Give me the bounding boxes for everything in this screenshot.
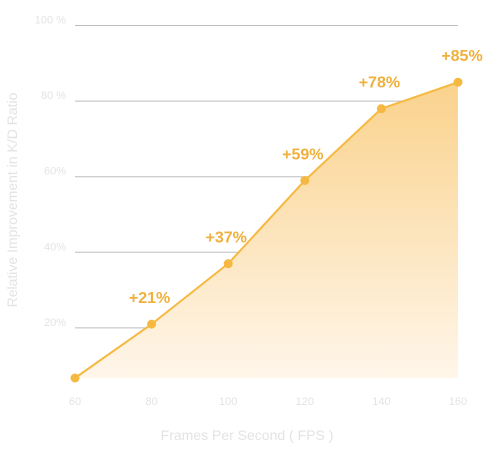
y-tick-labels: 20% 40% 60% 80 % 100 % [35, 15, 66, 329]
x-tick-label: 80 [145, 396, 157, 408]
data-labels: +21% +37% +59% +78% +85% [129, 48, 483, 307]
x-tick-label: 120 [296, 396, 314, 408]
data-point [70, 373, 80, 383]
data-point [376, 104, 386, 114]
data-point [223, 259, 233, 269]
x-tick-label: 160 [449, 396, 467, 408]
data-label: +37% [206, 230, 247, 247]
y-axis-title: Relative Improvement in K/D Ratio [4, 92, 20, 307]
data-point [300, 175, 310, 185]
x-tick-label: 100 [219, 396, 237, 408]
data-label: +59% [282, 146, 323, 163]
data-point [453, 77, 463, 87]
x-tick-label: 60 [69, 396, 81, 408]
y-tick-label: 40% [44, 241, 66, 253]
y-tick-label: 20% [44, 317, 66, 329]
data-label: +78% [359, 75, 400, 92]
data-label: +21% [129, 290, 170, 307]
y-tick-label: 100 % [35, 15, 66, 27]
series-line [74, 81, 459, 379]
x-tick-label: 140 [372, 396, 390, 408]
data-point [147, 319, 157, 329]
x-tick-labels: 60 80 100 120 140 160 [69, 396, 467, 408]
y-tick-label: 80 % [41, 90, 66, 102]
data-label: +85% [441, 48, 482, 65]
area-fill [75, 82, 458, 378]
y-tick-label: 60% [44, 166, 66, 178]
x-axis-title: Frames Per Second ( FPS ) [161, 427, 334, 443]
data-points [70, 77, 463, 383]
